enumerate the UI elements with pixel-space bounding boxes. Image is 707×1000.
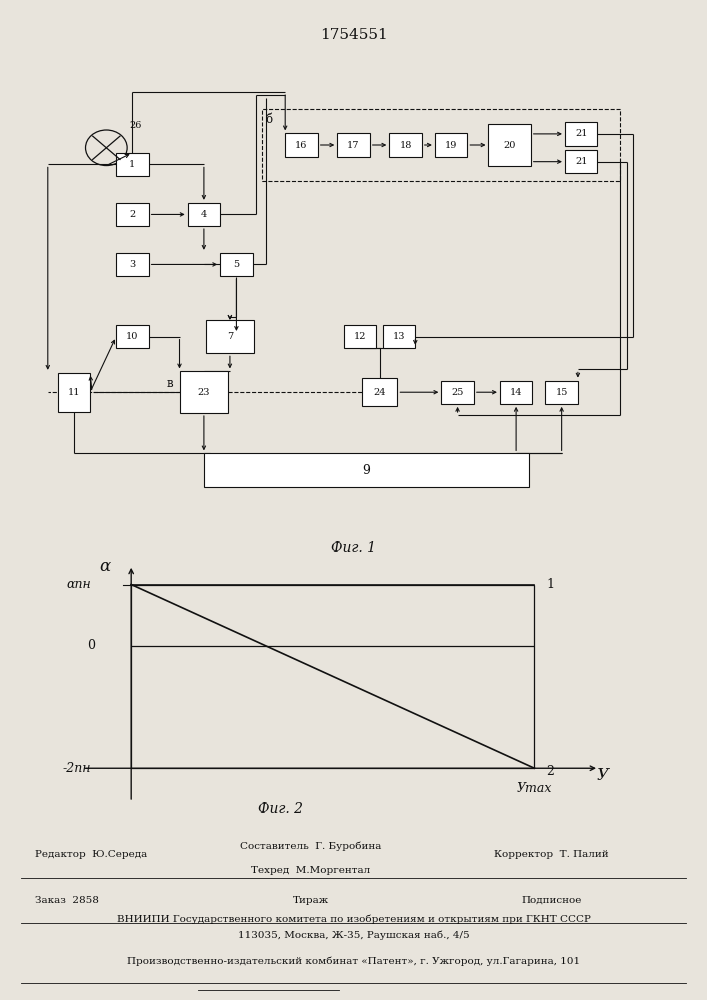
Bar (361, 378, 397, 406)
Bar (187, 203, 220, 226)
Text: 0: 0 (87, 639, 95, 652)
Text: Тираж: Тираж (293, 896, 329, 905)
Text: 25: 25 (451, 388, 464, 397)
Bar (382, 325, 415, 348)
Text: 21: 21 (575, 157, 588, 166)
Text: Заказ  2858: Заказ 2858 (35, 896, 99, 905)
Text: 21: 21 (575, 129, 588, 138)
Text: 20: 20 (503, 140, 516, 149)
Text: 2: 2 (547, 765, 554, 778)
Bar (132, 584, 534, 768)
Bar (489, 124, 531, 166)
Text: ВНИИПИ Государственного комитета по изобретениям и открытиям при ГКНТ СССР: ВНИИПИ Государственного комитета по изоб… (117, 915, 590, 924)
Text: 10: 10 (126, 332, 139, 341)
Bar (262, 109, 620, 181)
Text: Уmax: Уmax (517, 782, 552, 795)
Text: Техред  М.Моргентал: Техред М.Моргентал (252, 866, 370, 875)
Text: в: в (166, 377, 173, 390)
Text: 16: 16 (296, 140, 308, 149)
Text: 23: 23 (198, 388, 210, 397)
Text: 1: 1 (129, 160, 136, 169)
Text: 19: 19 (445, 140, 457, 149)
Bar (545, 381, 578, 404)
Text: αпн: αпн (66, 578, 91, 591)
Text: У: У (597, 767, 609, 784)
Bar (220, 253, 252, 276)
Bar (435, 133, 467, 157)
Bar (390, 133, 422, 157)
Text: 15: 15 (556, 388, 568, 397)
Text: 12: 12 (354, 332, 366, 341)
Text: α: α (100, 558, 110, 575)
Text: 14: 14 (510, 388, 522, 397)
Bar (565, 122, 597, 146)
Text: Фиг. 1: Фиг. 1 (331, 541, 376, 555)
Text: Редактор  Ю.Середа: Редактор Ю.Середа (35, 850, 148, 859)
Bar (180, 371, 228, 413)
Text: 9: 9 (363, 464, 370, 477)
Bar (285, 133, 317, 157)
Bar (116, 325, 148, 348)
Text: Производственно-издательский комбинат «Патент», г. Ужгород, ул.Гагарина, 101: Производственно-издательский комбинат «П… (127, 957, 580, 966)
Bar (500, 381, 532, 404)
Bar (204, 453, 529, 487)
Text: 4: 4 (201, 210, 207, 219)
Bar (565, 150, 597, 173)
Text: 2: 2 (129, 210, 136, 219)
Text: 26: 26 (129, 121, 141, 130)
Text: 1: 1 (547, 578, 554, 591)
Bar (57, 373, 90, 412)
Text: 5: 5 (233, 260, 240, 269)
Bar (441, 381, 474, 404)
Text: Составитель  Г. Буробина: Составитель Г. Буробина (240, 841, 382, 851)
Text: 113035, Москва, Ж-35, Раушская наб., 4/5: 113035, Москва, Ж-35, Раушская наб., 4/5 (238, 930, 469, 940)
Bar (344, 325, 376, 348)
Text: 24: 24 (373, 388, 386, 397)
Bar (337, 133, 370, 157)
Text: Фиг. 2: Фиг. 2 (258, 802, 303, 816)
Bar (116, 153, 148, 176)
Text: Корректор  Т. Палий: Корректор Т. Палий (494, 850, 609, 859)
Bar (116, 253, 148, 276)
Bar (116, 203, 148, 226)
Text: Подписное: Подписное (521, 896, 582, 905)
Text: 11: 11 (68, 388, 80, 397)
Text: -2пн: -2пн (62, 762, 91, 775)
Text: б: б (266, 113, 273, 126)
Text: 13: 13 (393, 332, 405, 341)
Text: 1754551: 1754551 (320, 28, 387, 42)
Bar (206, 320, 255, 353)
Text: 3: 3 (129, 260, 136, 269)
Text: 17: 17 (347, 140, 360, 149)
Text: 7: 7 (227, 332, 233, 341)
Text: 18: 18 (399, 140, 411, 149)
